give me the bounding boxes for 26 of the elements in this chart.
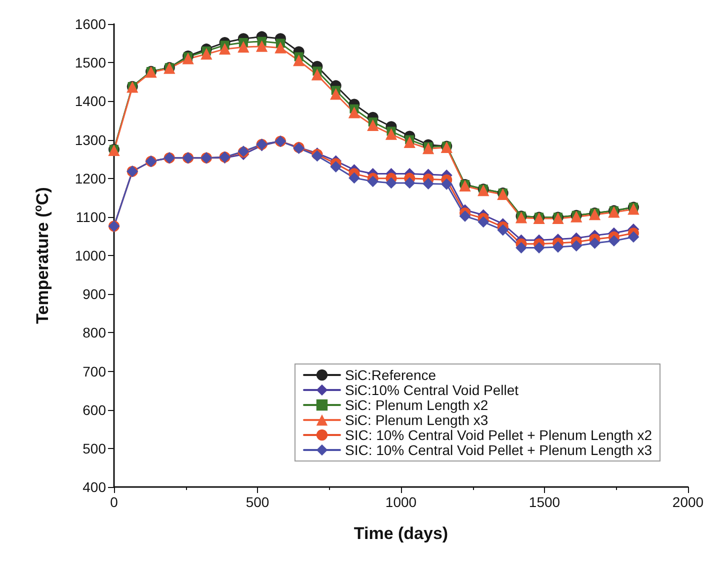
y-tick-label: 1100 <box>76 208 106 225</box>
y-tick-label: 1000 <box>74 248 106 264</box>
x-tick-label: 0 <box>110 494 118 510</box>
y-tick-label: 1400 <box>74 93 106 110</box>
y-tick-label: 500 <box>82 440 106 456</box>
y-tick-label: 600 <box>82 402 106 418</box>
y-tick-label: 1500 <box>74 54 106 71</box>
x-tick-label: 1500 <box>528 494 560 510</box>
x-tick-label: 500 <box>246 494 270 510</box>
y-tick-label: 800 <box>82 324 106 341</box>
x-tick-label: 2000 <box>672 494 704 510</box>
y-tick-label: 900 <box>82 286 106 302</box>
legend-label: SiC:Reference <box>344 367 436 383</box>
legend-label: SiC: Plenum Length x3 <box>344 412 488 428</box>
legend-label: SiC: Plenum Length x2 <box>344 397 488 413</box>
legend-label: SiC:10% Central Void Pellet <box>344 382 519 398</box>
legend-label: SIC: 10% Central Void Pellet + Plenum Length x2 <box>344 427 652 443</box>
y-tick-label: 1600 <box>74 16 106 32</box>
x-axis-title: Time (days) <box>354 524 448 543</box>
legend-label: SIC: 10% Central Void Pellet + Plenum Length x3 <box>344 442 652 458</box>
y-tick-label: 1200 <box>74 170 106 186</box>
y-tick-label: 700 <box>82 363 106 380</box>
y-tick-label: 1300 <box>74 132 106 148</box>
x-tick-label: 1000 <box>385 494 417 510</box>
y-axis-title: Temperature (oC) <box>32 187 52 324</box>
y-tick-label: 400 <box>82 479 106 495</box>
